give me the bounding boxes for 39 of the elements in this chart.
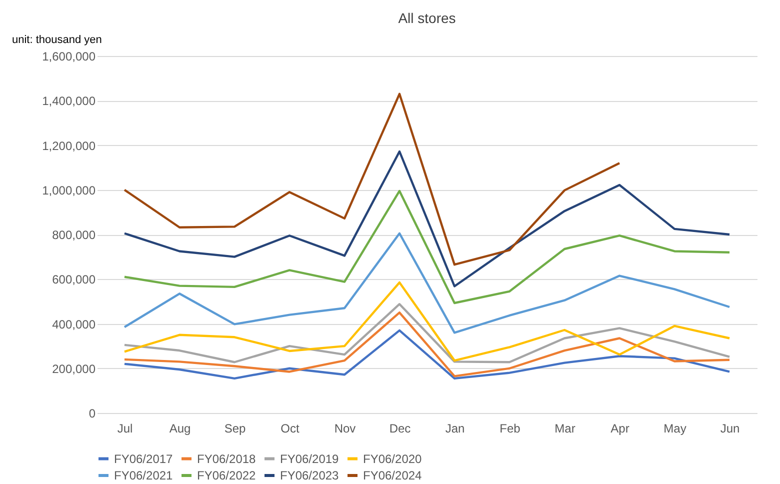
legend-label: FY06/2017 bbox=[114, 452, 174, 466]
y-tick-label: 1,200,000 bbox=[42, 138, 96, 153]
line-series bbox=[123, 329, 731, 380]
y-tick-label: 1,000,000 bbox=[42, 183, 96, 198]
text: unit: thousand yen bbox=[12, 34, 102, 46]
x-tick-label: Mar bbox=[554, 422, 576, 436]
x-tick-label: Apr bbox=[610, 422, 630, 436]
line-series bbox=[123, 311, 731, 378]
legend-label: FY06/2020 bbox=[363, 452, 422, 466]
x-tick-label: May bbox=[664, 422, 686, 436]
legend-label: FY06/2019 bbox=[280, 452, 340, 466]
chart-title: All stores bbox=[398, 10, 456, 26]
legend-label: FY06/2021 bbox=[114, 468, 174, 482]
line-series bbox=[123, 190, 731, 304]
y-tick-label: 600,000 bbox=[52, 272, 96, 287]
x-tick-label: Jan bbox=[445, 422, 465, 436]
line-series bbox=[123, 303, 731, 364]
y-tick-label: 1,600,000 bbox=[42, 50, 96, 64]
x-tick-label: Sep bbox=[224, 422, 246, 436]
legend-label: FY06/2018 bbox=[197, 452, 256, 466]
y-tick-label: 400,000 bbox=[52, 317, 96, 332]
x-tick-label: Oct bbox=[280, 422, 300, 436]
y-tick-label: 800,000 bbox=[52, 228, 96, 242]
legend-label: FY06/2022 bbox=[197, 468, 256, 482]
line-series bbox=[123, 150, 731, 288]
x-tick-label: Nov bbox=[334, 422, 356, 436]
x-tick-label: Jun bbox=[720, 422, 740, 436]
line-series bbox=[123, 92, 621, 266]
y-tick-label: 1,400,000 bbox=[42, 94, 96, 108]
x-tick-label: Feb bbox=[500, 422, 521, 436]
x-tick-label: Jul bbox=[117, 422, 133, 436]
x-tick-label: Dec bbox=[389, 422, 411, 436]
y-tick-label: 0 bbox=[88, 406, 96, 420]
line-series bbox=[123, 281, 731, 362]
line-series bbox=[123, 232, 731, 334]
x-tick-label: Aug bbox=[169, 422, 191, 436]
legend-label: FY06/2024 bbox=[363, 468, 422, 482]
legend-label: FY06/2023 bbox=[280, 468, 340, 482]
y-tick-label: 200,000 bbox=[52, 362, 96, 376]
